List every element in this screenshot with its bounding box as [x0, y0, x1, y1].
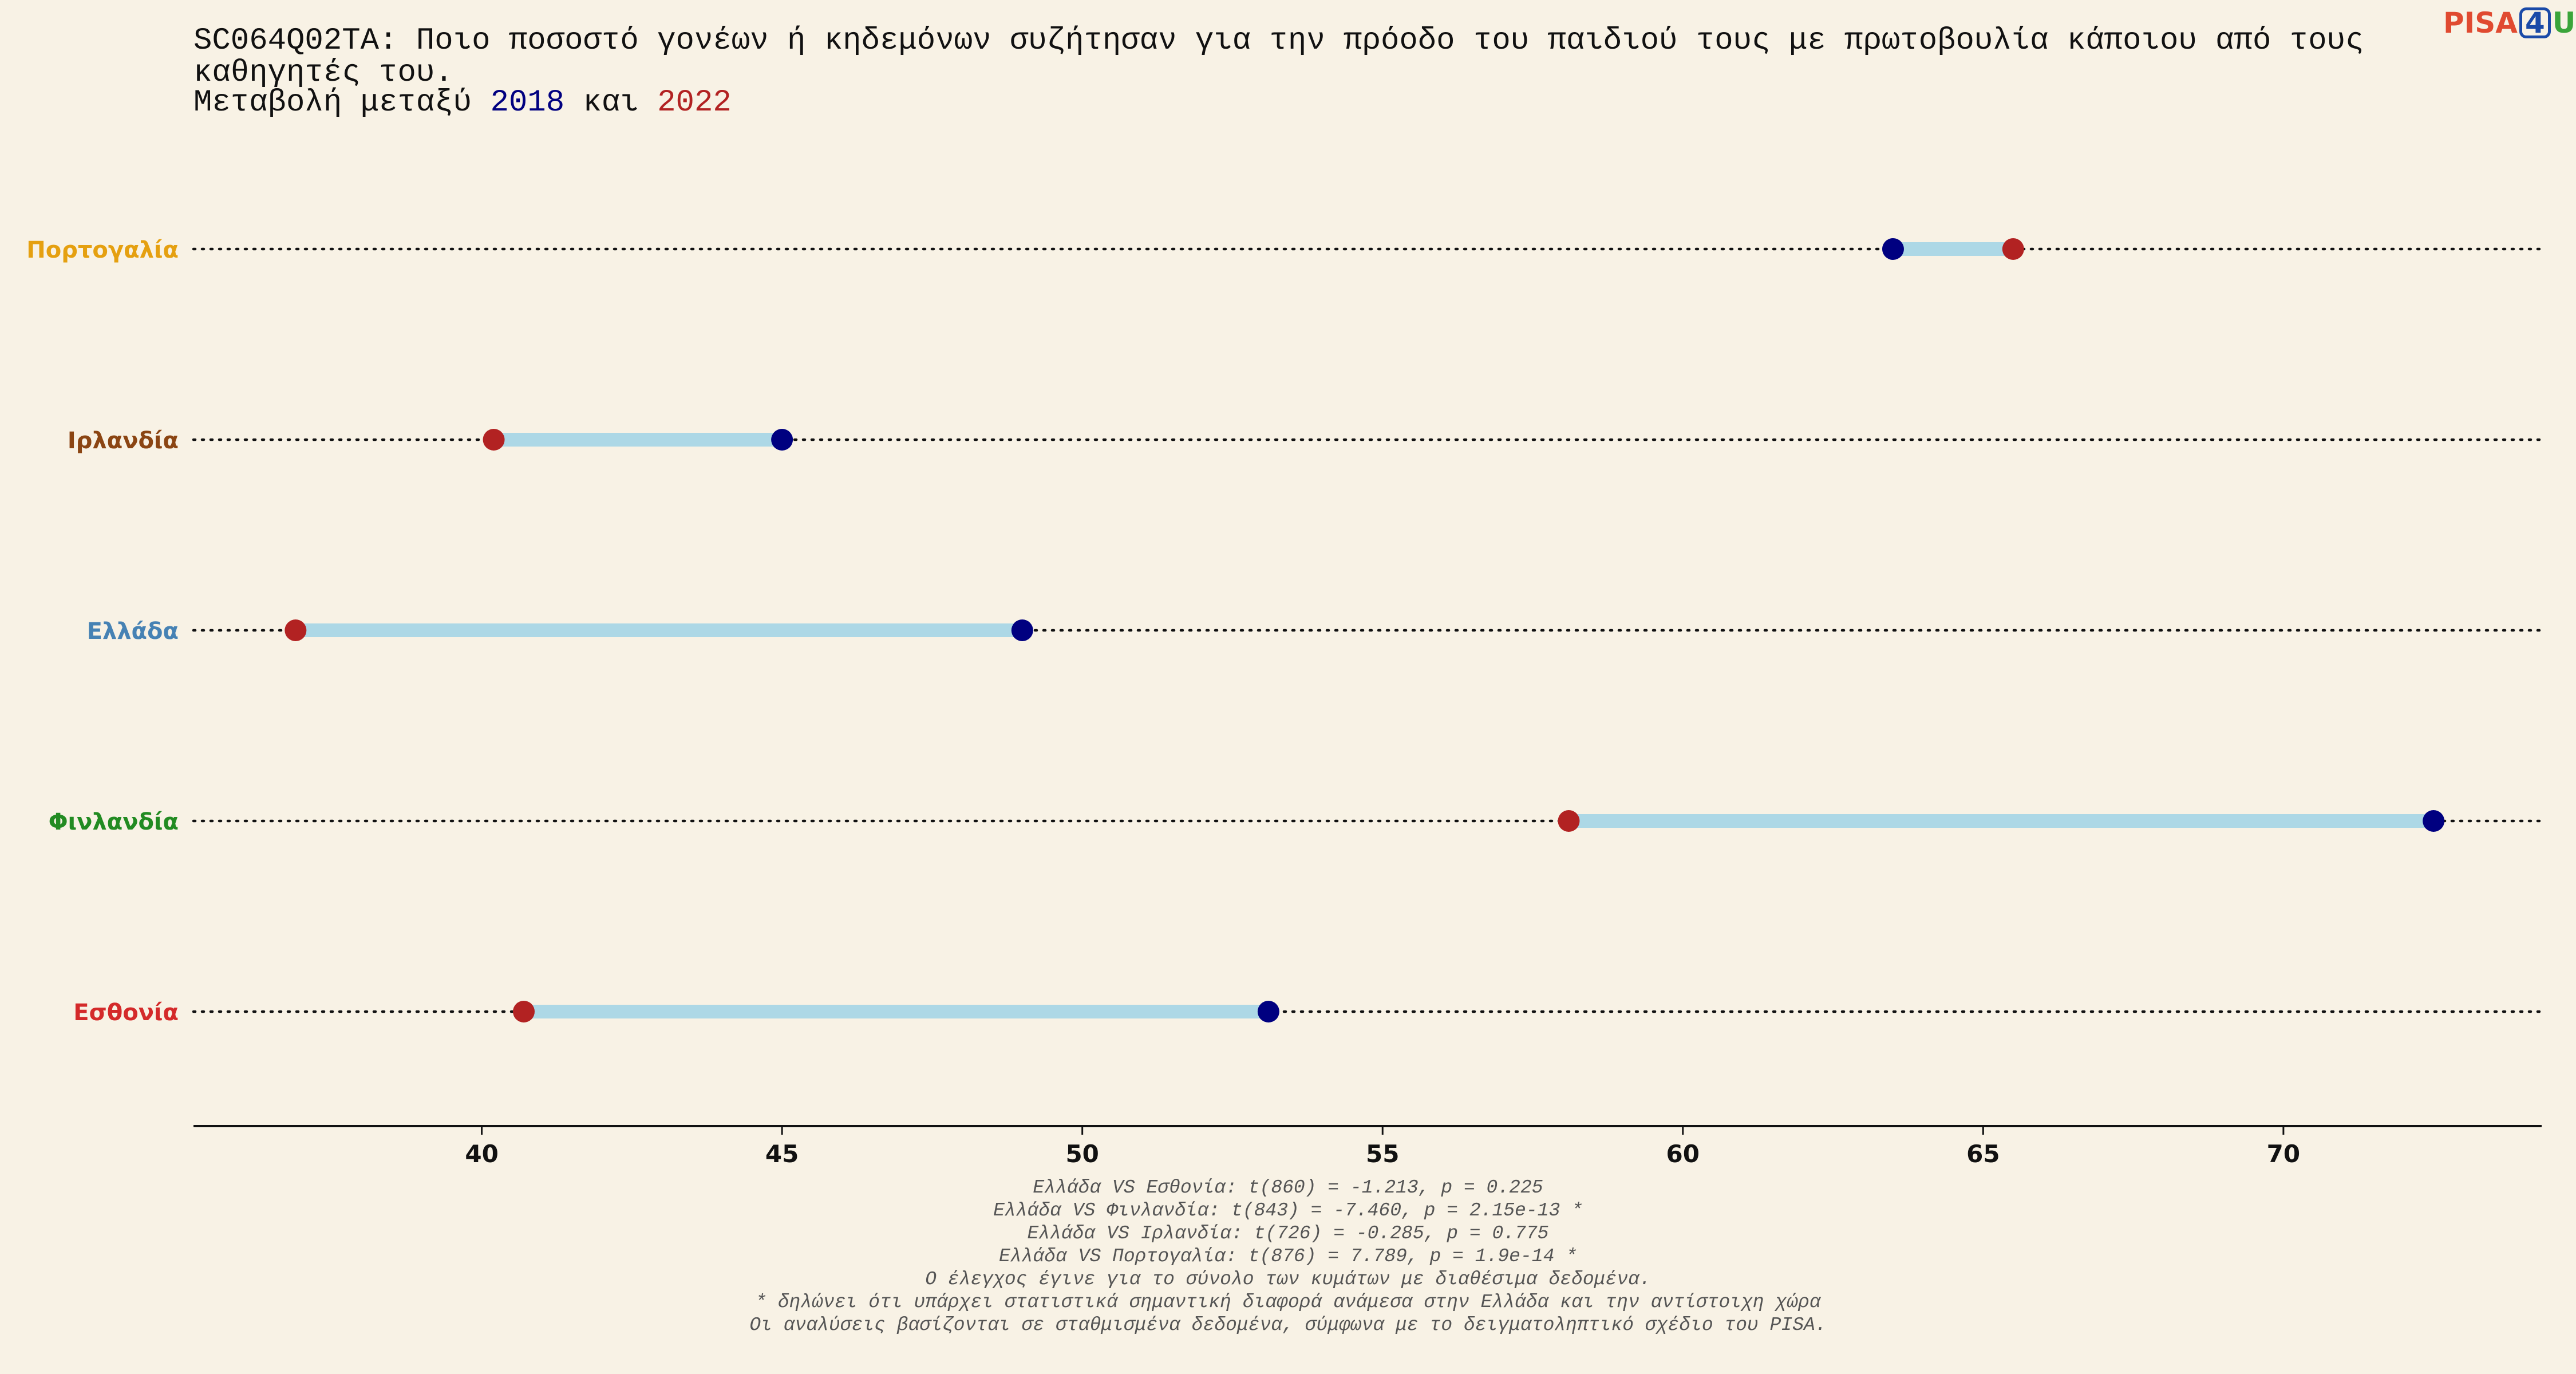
subtitle-prefix: Μεταβολή μεταξύ: [193, 85, 491, 120]
point-2022-3: [1558, 810, 1580, 832]
note-line-3: Ελλάδα VS Πορτογαλία: t(876) = 7.789, p …: [999, 1246, 1577, 1267]
point-2022-1: [483, 429, 505, 451]
point-2022-4: [513, 1001, 535, 1022]
country-row-1: Ιρλανδία: [68, 428, 2543, 454]
note-line-6: Οι αναλύσεις βασίζονται σε σταθμισμένα δ…: [749, 1314, 1827, 1336]
x-tick-label-4: 60: [1666, 1140, 1700, 1168]
x-tick-label-1: 45: [765, 1140, 799, 1168]
country-label-0: Πορτογαλία: [26, 237, 179, 263]
note-line-2: Ελλάδα VS Ιρλανδία: t(726) = -0.285, p =…: [1027, 1223, 1549, 1244]
country-label-1: Ιρλανδία: [68, 428, 179, 454]
x-tick-label-0: 40: [465, 1140, 498, 1168]
country-row-0: Πορτογαλία: [26, 237, 2543, 263]
point-2018-3: [2423, 810, 2445, 832]
statistical-notes: Ελλάδα VS Εσθονία: t(860) = -1.213, p = …: [0, 1176, 2576, 1337]
country-label-3: Φινλανδία: [49, 809, 179, 835]
subtitle-year-2022: 2022: [657, 85, 732, 120]
point-2022-2: [285, 619, 307, 641]
logo-4-box: 4: [2519, 7, 2551, 38]
point-2018-2: [1011, 619, 1033, 641]
country-label-4: Εσθονία: [73, 1000, 179, 1026]
x-tick-label-3: 55: [1366, 1140, 1399, 1168]
subtitle-year-2018: 2018: [490, 85, 565, 120]
point-2018-4: [1257, 1001, 1279, 1022]
note-line-4: Ο έλεγχος έγινε για το σύνολο των κυμάτω…: [925, 1269, 1651, 1290]
point-2018-1: [771, 429, 793, 451]
chart-title: SC064Q02TA: Ποιο ποσοστό γονέων ή κηδεμό…: [193, 23, 2383, 90]
point-2018-0: [1882, 238, 1904, 260]
country-row-4: Εσθονία: [73, 1000, 2543, 1026]
note-line-5: * δηλώνει ότι υπάρχει στατιστικά σημαντι…: [755, 1292, 1821, 1313]
chart-subtitle: Μεταβολή μεταξύ 2018 και 2022: [193, 86, 732, 120]
pisa4u-logo: PISA 4 U: [2443, 7, 2575, 39]
chart-rows: Πορτογαλία Ιρλανδία Ελλάδα Φινλανδία Εσθονία: [26, 237, 2543, 1026]
x-tick-label-6: 70: [2267, 1140, 2300, 1168]
country-row-2: Ελλάδα: [87, 618, 2543, 645]
x-tick-label-2: 50: [1065, 1140, 1099, 1168]
logo-u-text: U: [2552, 6, 2576, 40]
subtitle-middle: και: [564, 85, 658, 120]
note-line-1: Ελλάδα VS Φινλανδία: t(843) = -7.460, p …: [993, 1200, 1583, 1221]
country-label-2: Ελλάδα: [87, 618, 179, 645]
country-row-3: Φινλανδία: [49, 809, 2543, 835]
x-tick-label-5: 65: [1966, 1140, 2000, 1168]
note-line-0: Ελλάδα VS Εσθονία: t(860) = -1.213, p = …: [1033, 1177, 1543, 1198]
logo-pisa-text: PISA: [2443, 6, 2518, 40]
point-2022-0: [2002, 238, 2024, 260]
x-axis-ticks: 40 45 50 55 60 65 70: [465, 1126, 2300, 1168]
